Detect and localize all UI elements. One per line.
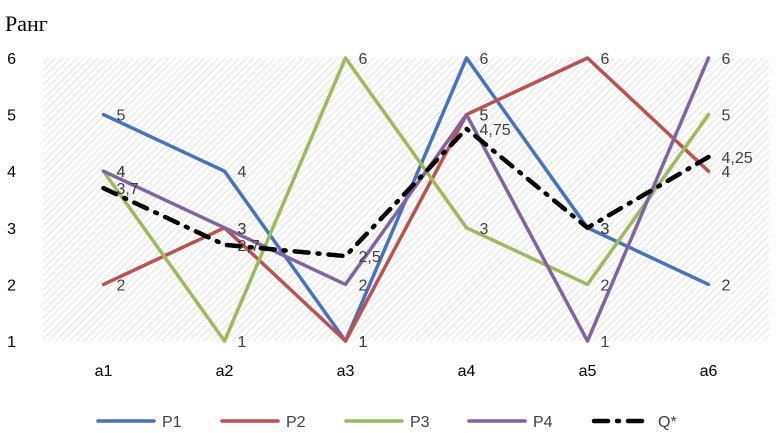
data-label: 2 — [601, 277, 610, 294]
data-label: 2,5 — [359, 249, 381, 266]
series-lines — [101, 56, 711, 343]
x-tick-label: a3 — [337, 363, 355, 380]
y-tick-label: 2 — [7, 277, 16, 294]
data-label: 1 — [359, 334, 368, 351]
y-tick-label: 5 — [7, 108, 16, 125]
x-tick-label: a6 — [700, 363, 718, 380]
data-label: 6 — [359, 51, 368, 68]
legend-label: P3 — [410, 414, 430, 431]
series-line-p4 — [101, 56, 711, 343]
data-label: 4 — [117, 164, 126, 181]
legend-label: P4 — [533, 414, 553, 431]
x-tick-label: a4 — [458, 363, 476, 380]
data-label: 5 — [480, 108, 489, 125]
data-label: 1 — [238, 334, 247, 351]
data-label: 2 — [722, 277, 731, 294]
data-label: 5 — [117, 108, 126, 125]
series-line-p3 — [101, 56, 711, 343]
data-label: 1 — [359, 334, 368, 351]
data-label: 2 — [359, 277, 368, 294]
data-label: 2 — [117, 277, 126, 294]
data-label: 3 — [601, 221, 610, 238]
legend-label: Q* — [658, 414, 677, 431]
data-label: 6 — [480, 51, 489, 68]
x-tick-labels: a1 a2 a3 a4 a5 a6 — [95, 363, 718, 380]
x-tick-label: a1 — [95, 363, 113, 380]
data-label: 3 — [238, 221, 247, 238]
y-axis-title: Ранг — [5, 11, 48, 36]
data-label: 5 — [480, 108, 489, 125]
data-label: 6 — [601, 51, 610, 68]
x-tick-label: a5 — [579, 363, 597, 380]
data-label: 4,25 — [722, 150, 753, 167]
data-label: 3 — [238, 221, 247, 238]
y-tick-label: 1 — [7, 334, 16, 351]
data-label: 5 — [722, 108, 731, 125]
series-line-q — [101, 126, 711, 259]
data-label: 3 — [480, 221, 489, 238]
data-label: 6 — [722, 51, 731, 68]
data-label: 4,75 — [480, 122, 511, 139]
data-label: 3,7 — [117, 181, 139, 198]
legend: P1 P2 P3 P4 Q* — [96, 414, 677, 431]
data-label: 2,7 — [238, 238, 260, 255]
data-label: 1 — [601, 334, 610, 351]
y-tick-label: 4 — [7, 164, 16, 181]
data-label: 4 — [722, 164, 731, 181]
y-tick-label: 6 — [7, 51, 16, 68]
data-label: 4 — [117, 164, 126, 181]
data-labels: 5416322315644163254325163,72,72,54,7534,… — [117, 51, 753, 351]
legend-label: P1 — [162, 414, 182, 431]
y-tick-labels: 1 2 3 4 5 6 — [7, 51, 16, 351]
data-label: 3 — [601, 221, 610, 238]
x-tick-label: a2 — [216, 363, 234, 380]
legend-label: P2 — [286, 414, 306, 431]
data-label: 4 — [238, 164, 247, 181]
y-tick-label: 3 — [7, 221, 16, 238]
